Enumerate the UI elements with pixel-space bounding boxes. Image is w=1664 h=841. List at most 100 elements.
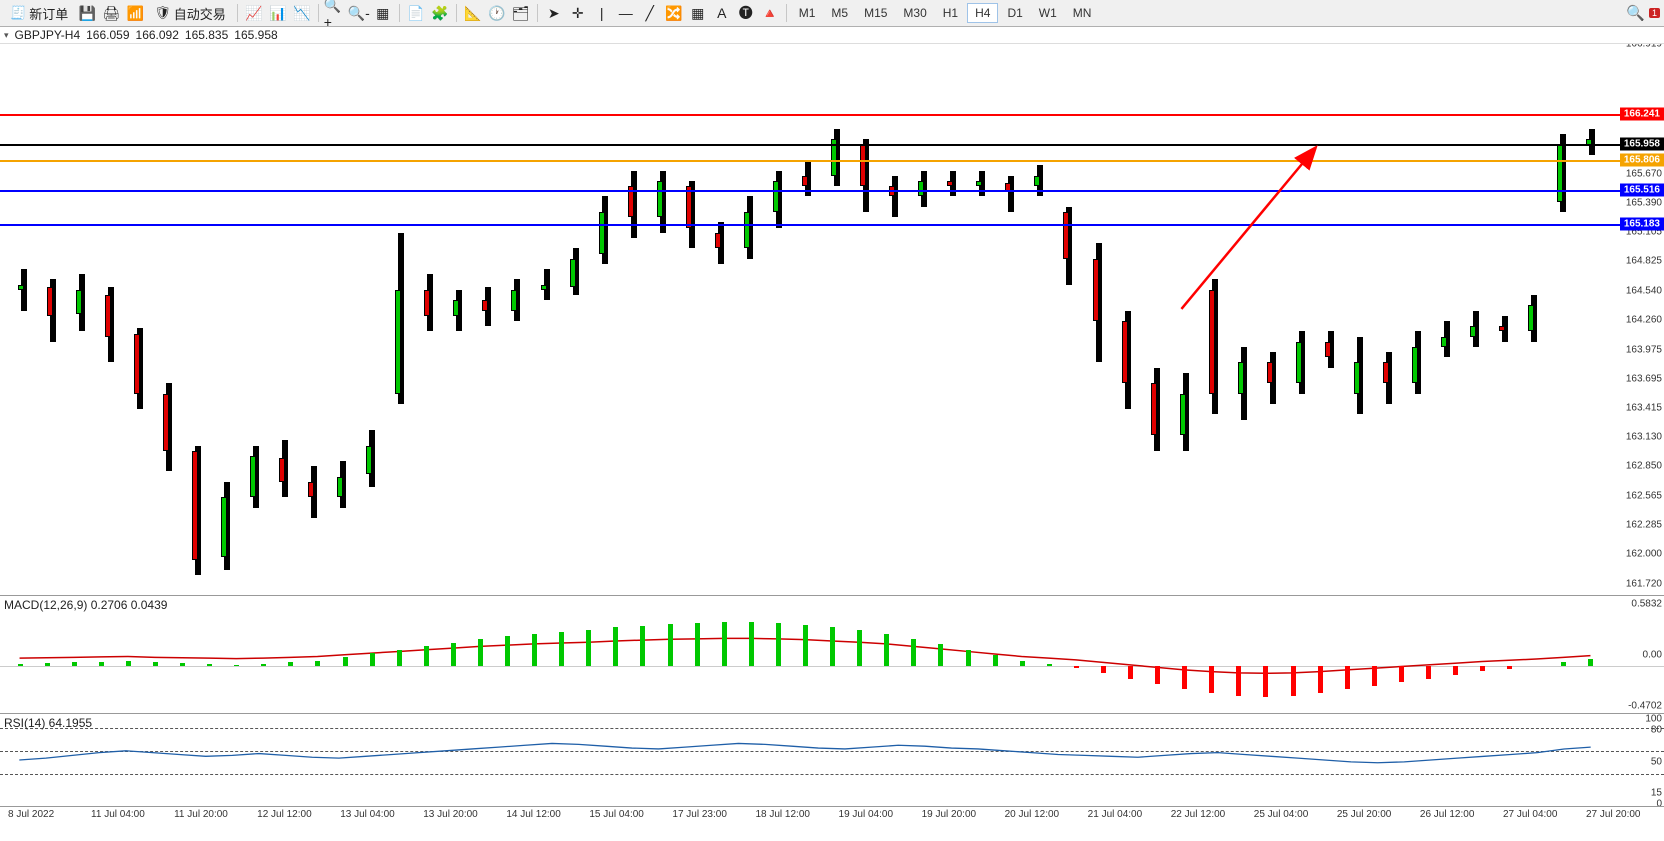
candlestick[interactable] (192, 451, 198, 560)
insert-icon[interactable]: 🧩 (429, 3, 451, 23)
timeframe-h4[interactable]: H4 (967, 3, 998, 23)
save-icon-button[interactable]: 💾 (76, 3, 98, 23)
candlestick[interactable] (1383, 362, 1389, 383)
macd-histogram-bar[interactable] (1236, 666, 1241, 696)
candlestick[interactable] (395, 290, 401, 394)
candle-wick[interactable] (1008, 176, 1014, 212)
macd-histogram-bar[interactable] (559, 632, 564, 666)
chart-template-icon[interactable]: 🗂 (510, 3, 532, 23)
candlestick[interactable] (1180, 394, 1186, 436)
candlestick[interactable] (947, 181, 953, 186)
macd-histogram-bar[interactable] (776, 623, 781, 666)
macd-histogram-bar[interactable] (505, 636, 510, 666)
macd-histogram-bar[interactable] (613, 627, 618, 666)
candlestick[interactable] (570, 259, 576, 287)
candlestick[interactable] (1122, 321, 1128, 383)
timeframe-m1[interactable]: M1 (792, 4, 823, 22)
macd-histogram-bar[interactable] (1345, 666, 1350, 689)
macd-histogram-bar[interactable] (315, 661, 320, 666)
macd-histogram-bar[interactable] (1291, 666, 1296, 696)
price-level-line[interactable] (0, 144, 1664, 146)
macd-histogram-bar[interactable] (1155, 666, 1160, 684)
macd-histogram-bar[interactable] (830, 627, 835, 666)
fibonacci-icon[interactable]: 🔀 (663, 3, 685, 23)
new-order-button[interactable]: 🧾 新订单 (4, 2, 74, 25)
cursor-icon[interactable]: ➤ (543, 3, 565, 23)
macd-histogram-bar[interactable] (938, 644, 943, 666)
pattern-icon[interactable]: ▦ (687, 3, 709, 23)
candlestick[interactable] (511, 290, 517, 311)
candle-wick[interactable] (21, 269, 27, 311)
symbol-dropdown-caret[interactable]: ▾ (4, 30, 9, 41)
macd-histogram-bar[interactable] (370, 653, 375, 666)
macd-histogram-bar[interactable] (343, 657, 348, 666)
candlestick[interactable] (18, 285, 24, 290)
candlestick[interactable] (337, 477, 343, 498)
macd-histogram-bar[interactable] (99, 662, 104, 667)
candlestick[interactable] (599, 212, 605, 254)
candlestick[interactable] (860, 145, 866, 187)
macd-histogram-bar[interactable] (695, 623, 700, 666)
candlestick[interactable] (250, 456, 256, 498)
macd-histogram-bar[interactable] (1588, 659, 1593, 666)
candlestick[interactable] (802, 176, 808, 186)
macd-histogram-bar[interactable] (1263, 666, 1268, 697)
macd-histogram-bar[interactable] (1101, 666, 1106, 673)
macd-histogram-bar[interactable] (1453, 666, 1458, 675)
connection-icon-button[interactable]: 📶 (124, 3, 146, 23)
shapes-icon[interactable]: 🔺 (759, 3, 781, 23)
timeframe-w1[interactable]: W1 (1032, 4, 1064, 22)
macd-histogram-bar[interactable] (126, 661, 131, 666)
vertical-line-icon[interactable]: | (591, 3, 613, 23)
candlestick[interactable] (1470, 326, 1476, 336)
candlestick[interactable] (1499, 326, 1505, 331)
macd-histogram-bar[interactable] (911, 639, 916, 666)
macd-histogram-bar[interactable] (749, 622, 754, 666)
candlestick[interactable] (482, 300, 488, 310)
macd-histogram-bar[interactable] (857, 630, 862, 666)
candlestick[interactable] (686, 186, 692, 228)
macd-histogram-bar[interactable] (288, 662, 293, 666)
macd-histogram-bar[interactable] (668, 624, 673, 666)
candlestick[interactable] (657, 181, 663, 217)
macd-histogram-bar[interactable] (72, 662, 77, 666)
candlestick[interactable] (453, 300, 459, 316)
auto-trading-button[interactable]: 🛡 自动交易 (148, 2, 232, 25)
macd-histogram-bar[interactable] (1480, 666, 1485, 671)
candlestick[interactable] (773, 181, 779, 212)
candlestick[interactable] (715, 233, 721, 249)
candlestick[interactable] (1441, 337, 1447, 347)
macd-histogram-bar[interactable] (1399, 666, 1404, 682)
zoom-in-icon[interactable]: 🔍+ (324, 3, 346, 23)
date-axis[interactable]: 8 Jul 2022 11 Jul 04:00 11 Jul 20:00 12 Jul… (0, 806, 1664, 823)
macd-histogram-bar[interactable] (993, 655, 998, 666)
macd-histogram-bar[interactable] (884, 634, 889, 666)
macd-histogram-bar[interactable] (803, 625, 808, 666)
macd-histogram-bar[interactable] (1020, 661, 1025, 666)
text-icon[interactable]: A (711, 3, 733, 23)
candlestick[interactable] (1063, 212, 1069, 259)
macd-histogram-bar[interactable] (153, 662, 158, 666)
print-icon-button[interactable]: 🖨 (100, 3, 122, 23)
macd-histogram-bar[interactable] (722, 622, 727, 666)
macd-histogram-bar[interactable] (234, 665, 239, 666)
macd-histogram-bar[interactable] (1047, 664, 1052, 666)
candlestick[interactable] (1412, 347, 1418, 383)
timeframe-m5[interactable]: M5 (824, 4, 855, 22)
price-level-line[interactable] (0, 114, 1664, 116)
crosshair-icon[interactable]: ✛ (567, 3, 589, 23)
candlestick[interactable] (221, 497, 227, 556)
macd-histogram-bar[interactable] (1426, 666, 1431, 679)
candlestick[interactable] (1267, 362, 1273, 383)
candlestick[interactable] (1528, 305, 1534, 331)
macd-histogram-bar[interactable] (18, 664, 23, 666)
candlestick[interactable] (1325, 342, 1331, 358)
candlestick[interactable] (1557, 145, 1563, 202)
macd-indicator-panel[interactable]: MACD(12,26,9) 0.2706 0.0439 0.5832 0.00 … (0, 596, 1664, 714)
macd-histogram-bar[interactable] (1318, 666, 1323, 693)
candlestick[interactable] (47, 287, 53, 316)
candlestick[interactable] (1093, 259, 1099, 321)
macd-histogram-bar[interactable] (1182, 666, 1187, 689)
rsi-indicator-panel[interactable]: RSI(14) 64.1955 100 80 50 15 0 (0, 714, 1664, 806)
candlestick[interactable] (976, 181, 982, 186)
